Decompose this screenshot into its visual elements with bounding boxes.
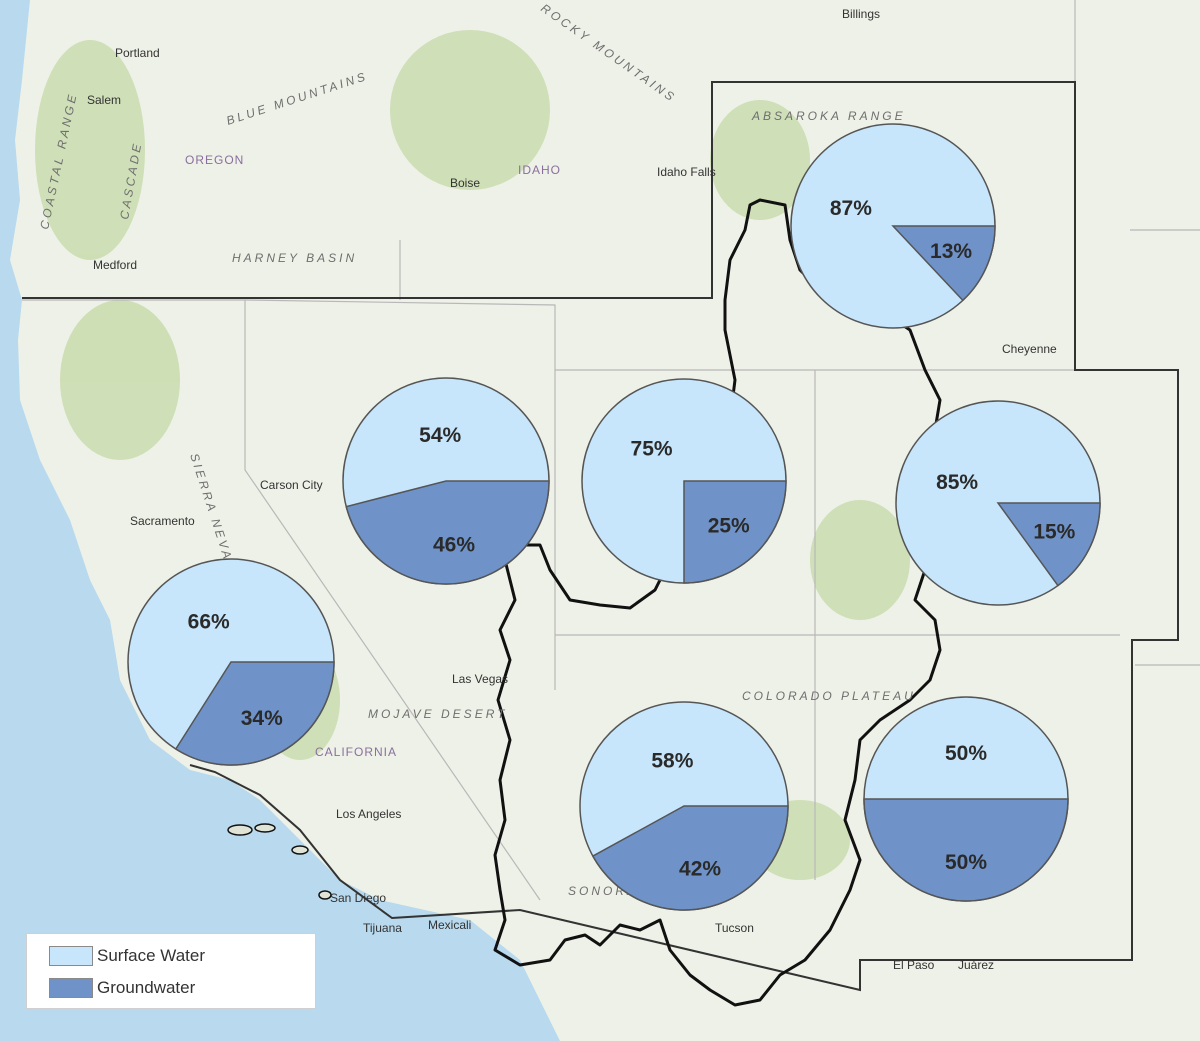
legend: Surface Water Groundwater <box>26 933 316 1009</box>
pie-slice-groundwater <box>683 480 787 584</box>
city-label: Sacramento <box>130 514 195 528</box>
pie-label-surface-water: 66% <box>188 610 230 633</box>
city-label: San Diego <box>330 891 386 905</box>
pie-1: 87% 13% <box>790 123 996 329</box>
state-label: OREGON <box>185 153 244 167</box>
pie-label-groundwater: 34% <box>241 707 283 730</box>
pie-2: 54% 46% <box>342 377 550 585</box>
city-label: Medford <box>93 258 137 272</box>
pie-label-surface-water: 50% <box>945 742 987 765</box>
pie-4: 85% 15% <box>895 400 1101 606</box>
pie-label-surface-water: 58% <box>651 750 693 773</box>
city-label: Tucson <box>715 921 754 935</box>
city-label: Boise <box>450 176 480 190</box>
city-label: Salem <box>87 93 121 107</box>
region-label: MOJAVE DESERT <box>368 707 507 721</box>
city-label: Los Angeles <box>336 807 401 821</box>
city-label: Cheyenne <box>1002 342 1057 356</box>
surface-water-swatch <box>49 946 93 966</box>
pie-slice-groundwater <box>345 480 550 585</box>
pie-label-groundwater: 42% <box>679 857 721 880</box>
legend-item-surface-water: Surface Water <box>49 944 206 968</box>
pie-label-surface-water: 85% <box>936 471 978 494</box>
pie-label-surface-water: 87% <box>830 197 872 220</box>
region-label: COLORADO PLATEAU <box>742 689 916 703</box>
city-label: Mexicali <box>428 918 471 932</box>
pie-label-surface-water: 75% <box>631 438 673 461</box>
state-label: IDAHO <box>518 163 561 177</box>
groundwater-swatch <box>49 978 93 998</box>
pie-label-surface-water: 54% <box>419 424 461 447</box>
pie-label-groundwater: 50% <box>945 851 987 874</box>
pie-7: 50% 50% <box>863 696 1069 902</box>
city-label: Tijuana <box>363 921 402 935</box>
city-label: El Paso <box>893 958 935 972</box>
city-label: Juárez <box>958 958 994 972</box>
region-label: ABSAROKA RANGE <box>751 109 906 123</box>
channel-islands <box>227 823 332 900</box>
region-label: HARNEY BASIN <box>232 251 357 265</box>
city-label: Idaho Falls <box>657 165 716 179</box>
pie-slice-groundwater <box>174 661 335 766</box>
pie-slice-groundwater <box>891 225 996 302</box>
city-label: Billings <box>842 7 880 21</box>
city-label: Las Vegas <box>452 672 508 686</box>
pie-label-groundwater: 25% <box>708 515 750 538</box>
pie-slice-groundwater <box>996 502 1101 587</box>
legend-label: Groundwater <box>97 978 196 997</box>
legend-label: Surface Water <box>97 946 206 965</box>
pie-slice-groundwater <box>591 805 789 911</box>
pie-slice-groundwater <box>863 798 1069 902</box>
city-label: Portland <box>115 46 160 60</box>
pie-label-groundwater: 13% <box>930 240 972 263</box>
city-label: Carson City <box>260 478 323 492</box>
legend-item-groundwater: Groundwater <box>49 976 196 1000</box>
pie-charts: 87%13%54%46%75%25%85%15%66%34%58%42%50%5… <box>127 123 1101 911</box>
region-boundary <box>22 81 1179 992</box>
pie-3: 75% 25% <box>581 378 787 584</box>
pie-label-groundwater: 15% <box>1033 521 1075 544</box>
pie-6: 58% 42% <box>579 701 789 911</box>
pie-label-groundwater: 46% <box>433 533 475 556</box>
state-label: CALIFORNIA <box>315 745 397 759</box>
pie-5: 66% 34% <box>127 558 335 766</box>
